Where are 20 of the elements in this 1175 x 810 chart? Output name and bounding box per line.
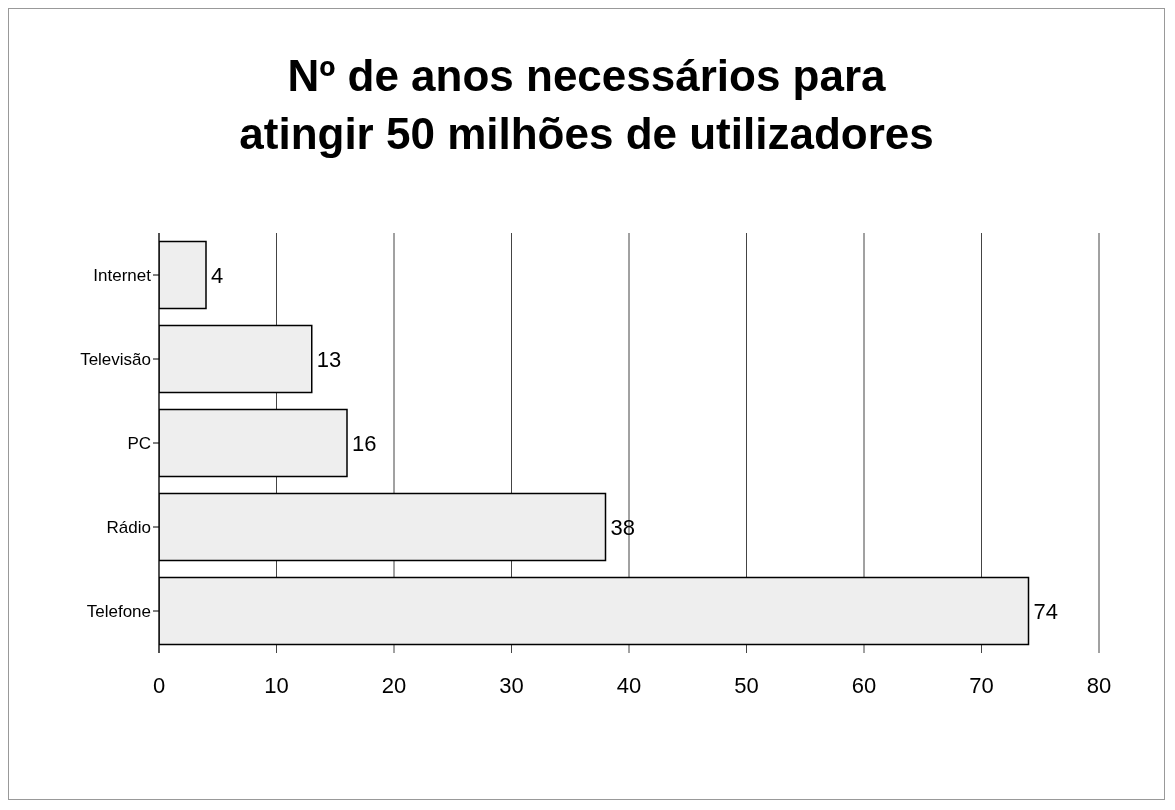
y-tick-label: Telefone bbox=[86, 602, 151, 622]
x-tick-label: 30 bbox=[499, 672, 524, 698]
data-label: 74 bbox=[1033, 598, 1058, 624]
chart-title: Nº de anos necessários para atingir 50 milhões de utilizadores bbox=[238, 50, 935, 160]
x-tick-label: 10 bbox=[264, 672, 289, 698]
x-tick-label: 50 bbox=[734, 672, 759, 698]
x-tick-label: 80 bbox=[1086, 672, 1112, 698]
y-tick-label: PC bbox=[127, 434, 151, 454]
y-tick-label: Internet bbox=[93, 266, 152, 286]
data-label: 38 bbox=[610, 514, 635, 540]
x-tick-label: 40 bbox=[616, 672, 642, 698]
data-label: 16 bbox=[352, 430, 377, 456]
data-label: 13 bbox=[316, 346, 342, 372]
x-tick-label: 70 bbox=[969, 672, 994, 698]
data-label: 4 bbox=[211, 262, 224, 288]
x-tick-label: 0 bbox=[152, 672, 166, 698]
x-tick-label: 60 bbox=[851, 672, 877, 698]
y-tick-label: Rádio bbox=[106, 518, 151, 538]
y-tick-label: Televisão bbox=[80, 350, 151, 370]
x-tick-label: 20 bbox=[381, 672, 407, 698]
